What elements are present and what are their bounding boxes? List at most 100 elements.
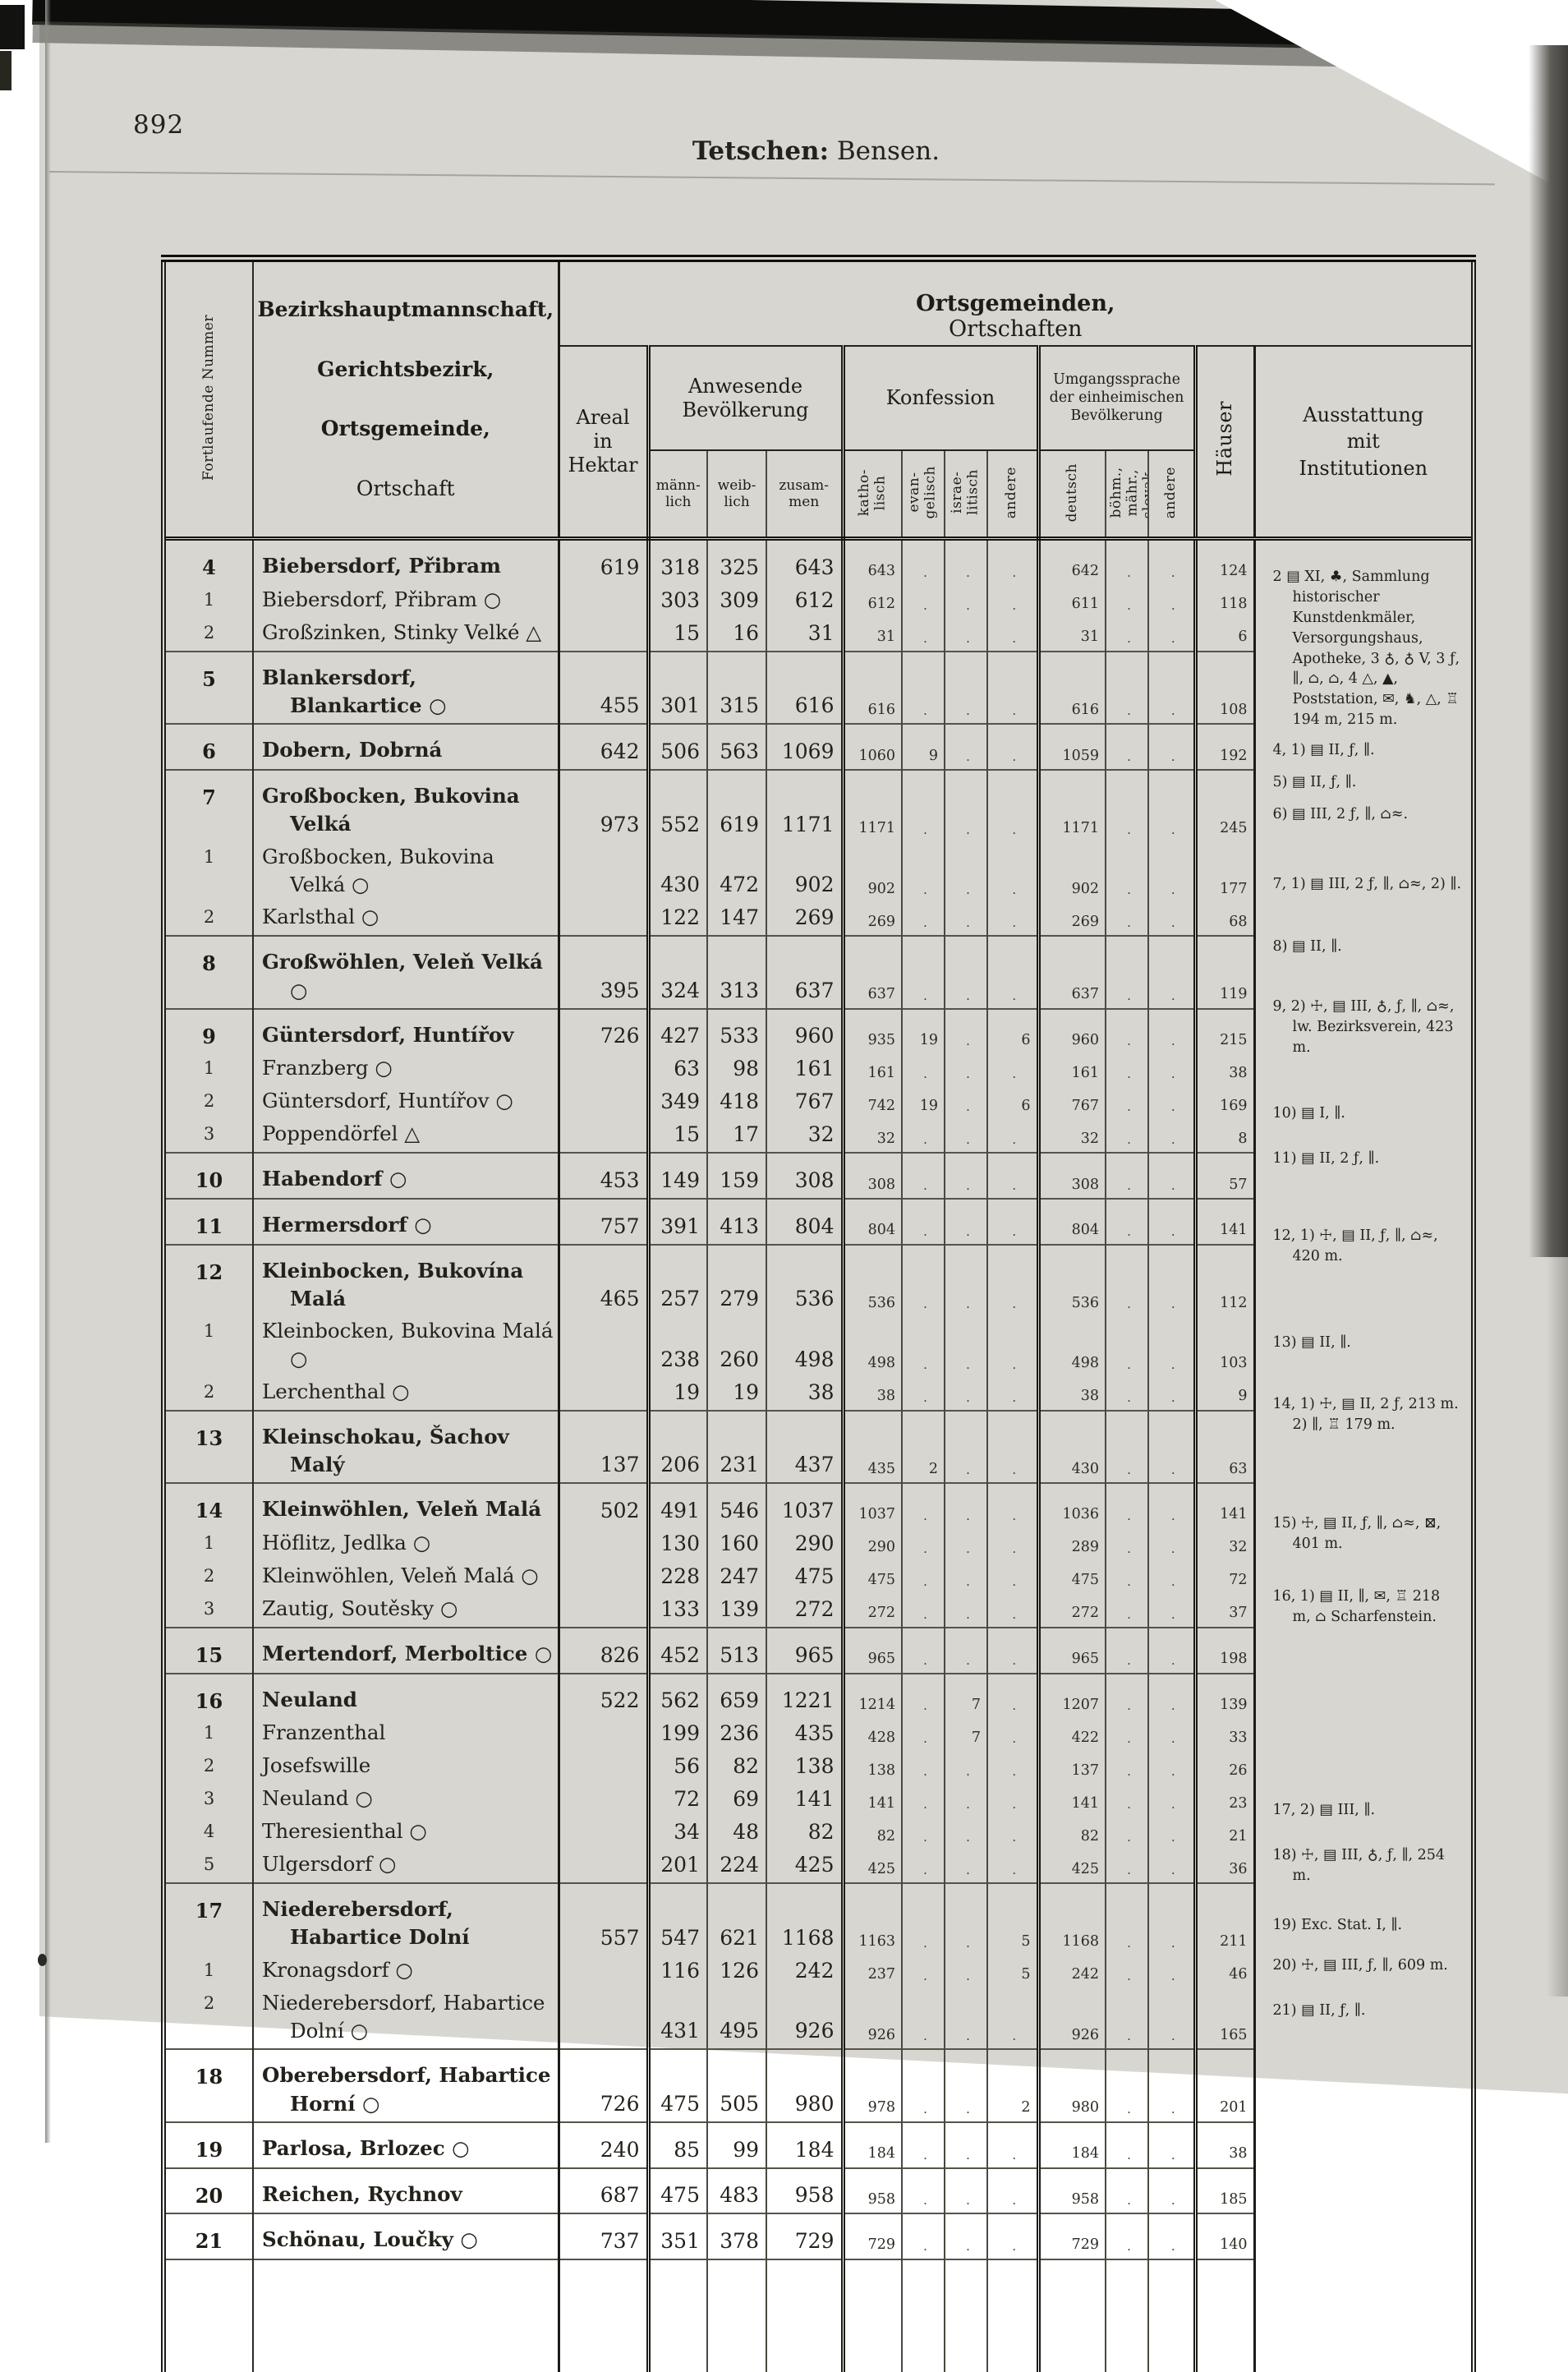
cell-i: . bbox=[945, 1482, 988, 1528]
cell-k: 38 bbox=[843, 1376, 903, 1411]
running-number-label: Fortlaufende Nummer bbox=[200, 315, 217, 481]
haeuser-label: Häuser bbox=[1212, 401, 1236, 477]
cell-k: 290 bbox=[843, 1527, 903, 1561]
cell-areal bbox=[559, 1086, 651, 1120]
cell-m: 199 bbox=[648, 1718, 708, 1752]
institution-note: 12, 1) ☩, ▤ II, ƒ, ∥, ⌂≈, 420 m. bbox=[1272, 1227, 1438, 1265]
cell-bo: . bbox=[1106, 2121, 1149, 2168]
cell-e: 2 bbox=[902, 1409, 945, 1484]
cell-m: 491 bbox=[648, 1482, 708, 1528]
cell-nr bbox=[161, 2258, 254, 2372]
cell-z: 242 bbox=[766, 1955, 845, 1988]
cell-e: . bbox=[902, 1482, 945, 1528]
cell-nr: 3 bbox=[161, 1784, 254, 1817]
cell-k: 612 bbox=[843, 584, 903, 618]
cell-nr: 5 bbox=[161, 1849, 254, 1884]
cell-a2: . bbox=[1148, 1849, 1198, 1884]
cell-name: Zautig, Soutěsky ○ bbox=[253, 1593, 560, 1628]
table-row: 2 Lerchenthal ○ 19 19 38 38... 38.. 9 bbox=[161, 1376, 1474, 1411]
cell-k: 308 bbox=[843, 1152, 903, 1199]
cell-a: . bbox=[987, 2121, 1041, 2168]
institution-note: 13) ▤ II, ∥. bbox=[1272, 1334, 1351, 1352]
cell-name: Güntersdorf, Huntířov bbox=[253, 1007, 560, 1054]
cell-bo: . bbox=[1106, 1409, 1149, 1484]
cell-i: . bbox=[945, 1198, 988, 1245]
cell-i: . bbox=[945, 1987, 988, 2050]
cell-i: . bbox=[945, 1316, 988, 1377]
statistics-table-wrap: Fortlaufende Nummer Bezirkshauptmannscha… bbox=[161, 255, 1477, 2372]
cell-w: 546 bbox=[707, 1482, 767, 1528]
cell-w: 160 bbox=[707, 1527, 767, 1561]
cell-a: 6 bbox=[987, 1007, 1041, 1054]
cell-k: 498 bbox=[843, 1316, 903, 1377]
cell-z: 32 bbox=[766, 1119, 845, 1154]
institution-note: 8) ▤ II, ∥. bbox=[1272, 938, 1342, 956]
cell-name: Schönau, Loučky ○ bbox=[253, 2213, 560, 2259]
cell-areal bbox=[559, 1119, 651, 1154]
cell-areal: 757 bbox=[559, 1198, 651, 1245]
cell-m: 133 bbox=[648, 1593, 708, 1628]
cell-bo: . bbox=[1106, 1376, 1149, 1411]
cell-bo: . bbox=[1106, 1316, 1149, 1377]
cell-areal: 687 bbox=[559, 2167, 651, 2214]
cell-a2: . bbox=[1148, 1718, 1198, 1752]
cell-m: 303 bbox=[648, 584, 708, 618]
cell-e: . bbox=[902, 1316, 945, 1377]
cell-name: Kronagsdorf ○ bbox=[253, 1955, 560, 1988]
cell-m: 201 bbox=[648, 1849, 708, 1884]
cell-w: 99 bbox=[707, 2121, 767, 2168]
table-row: 1 Franzenthal 199 236 435 428. 7. 422.. 33 bbox=[161, 1718, 1474, 1752]
table-row: 1 Franzberg ○ 63 98 161 161... 161.. 38 bbox=[161, 1053, 1474, 1087]
cell-name: Großwöhlen, Veleň Velká ○ bbox=[253, 935, 560, 1009]
cell-k: 1171 bbox=[843, 769, 903, 842]
cell-name: Parlosa, Brlozec ○ bbox=[253, 2121, 560, 2168]
header-deutsch: deutsch bbox=[1038, 450, 1106, 541]
cell-w: 279 bbox=[707, 1243, 767, 1317]
header-haeuser: Häuser bbox=[1195, 346, 1256, 541]
cell-h: 33 bbox=[1195, 1718, 1256, 1752]
cell-e: . bbox=[902, 1152, 945, 1199]
scan-artifact-speck bbox=[0, 51, 11, 90]
cell-areal bbox=[559, 584, 651, 618]
cell-d: 31 bbox=[1038, 617, 1106, 652]
header-admin-column: Bezirkshauptmannschaft, Gerichtsbezirk, … bbox=[253, 258, 560, 541]
table-row: 1 Großbocken, Bukovina Velká ○ 430 472 902 90… bbox=[161, 841, 1474, 903]
cell-e: . bbox=[902, 1849, 945, 1884]
cell-nr: 6 bbox=[161, 723, 254, 771]
cell-name bbox=[253, 2258, 560, 2372]
scan-artifact-right-edge bbox=[1529, 45, 1568, 1257]
cell-z: 184 bbox=[766, 2121, 845, 2168]
cell-d: 289 bbox=[1038, 1527, 1106, 1561]
cell-a: . bbox=[987, 1243, 1041, 1317]
cell-w: 313 bbox=[707, 935, 767, 1009]
cell-w: 82 bbox=[707, 1751, 767, 1785]
cell-nr: 1 bbox=[161, 584, 254, 618]
institution-note: 15) ☩, ▤ II, ƒ, ∥, ⌂≈, ⊠, 401 m. bbox=[1272, 1514, 1442, 1552]
cell-h: 112 bbox=[1195, 1243, 1256, 1317]
cell-nr: 13 bbox=[161, 1409, 254, 1484]
cell-w: 159 bbox=[707, 1152, 767, 1199]
table-row: 1 Höflitz, Jedlka ○ 130 160 290 290... 289.. 32 bbox=[161, 1527, 1474, 1561]
cell-w: 139 bbox=[707, 1593, 767, 1628]
cell-name: Dobern, Dobrná bbox=[253, 723, 560, 771]
admin-line-1: Bezirkshauptmannschaft, bbox=[257, 297, 554, 322]
cell-e: . bbox=[902, 1593, 945, 1628]
cell-a2: . bbox=[1148, 1053, 1198, 1087]
cell-z: 31 bbox=[766, 617, 845, 652]
cell-areal: 465 bbox=[559, 1243, 651, 1317]
cell-w: 231 bbox=[707, 1409, 767, 1484]
cell-a2: . bbox=[1148, 1955, 1198, 1988]
cell-bo: . bbox=[1106, 1119, 1149, 1154]
cell-i: 7 bbox=[945, 1672, 988, 1719]
cell-d: 161 bbox=[1038, 1053, 1106, 1087]
cell-name: Karlsthal ○ bbox=[253, 902, 560, 937]
cell-areal bbox=[559, 902, 651, 937]
cell-e: . bbox=[902, 1527, 945, 1561]
cell-bo: . bbox=[1106, 2048, 1149, 2122]
cell-h: 21 bbox=[1195, 1817, 1256, 1850]
cell-a2: . bbox=[1148, 1593, 1198, 1628]
cell-d: 184 bbox=[1038, 2121, 1106, 2168]
cell-z: 82 bbox=[766, 1817, 845, 1850]
cell-i: . bbox=[945, 1243, 988, 1317]
cell-w: 17 bbox=[707, 1119, 767, 1154]
